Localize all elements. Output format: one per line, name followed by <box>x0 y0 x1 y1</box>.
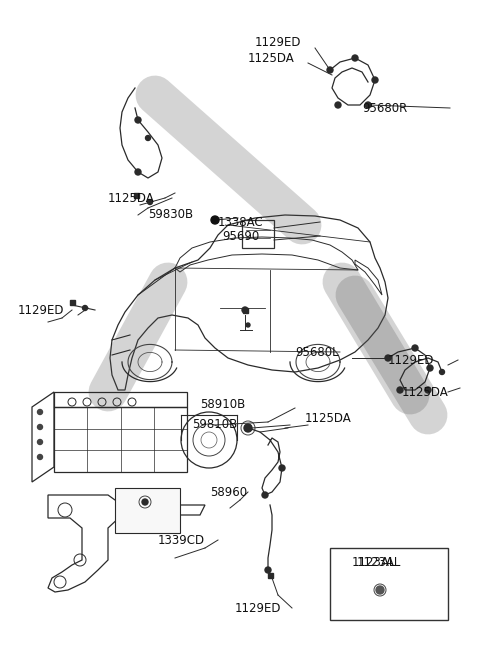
Circle shape <box>142 499 148 505</box>
Bar <box>242 220 274 248</box>
Circle shape <box>335 102 341 108</box>
Text: 59830B: 59830B <box>148 208 193 221</box>
Circle shape <box>37 455 43 460</box>
Text: 1125DA: 1125DA <box>305 411 352 424</box>
Text: 1129ED: 1129ED <box>18 303 64 316</box>
Circle shape <box>244 424 252 432</box>
Circle shape <box>385 355 391 361</box>
Text: 59810B: 59810B <box>192 419 237 432</box>
Text: 1125DA: 1125DA <box>108 191 155 204</box>
Circle shape <box>427 365 433 371</box>
Circle shape <box>365 102 371 108</box>
Bar <box>70 299 74 305</box>
Circle shape <box>245 425 251 431</box>
Circle shape <box>327 67 333 73</box>
Circle shape <box>147 200 153 204</box>
Text: 95680R: 95680R <box>362 102 407 115</box>
Circle shape <box>425 387 431 393</box>
Bar <box>242 307 248 312</box>
Circle shape <box>37 440 43 445</box>
Text: 58910B: 58910B <box>200 398 245 411</box>
Circle shape <box>37 424 43 430</box>
Text: 1123AL: 1123AL <box>352 555 396 569</box>
Circle shape <box>37 409 43 415</box>
Circle shape <box>412 345 418 351</box>
Bar <box>330 548 448 620</box>
Text: 1338AC: 1338AC <box>218 215 264 229</box>
Text: 1123AL: 1123AL <box>357 555 401 569</box>
Text: 1129ED: 1129ED <box>388 354 434 367</box>
Text: 1129ED: 1129ED <box>255 35 301 48</box>
Circle shape <box>145 136 151 141</box>
Circle shape <box>372 77 378 83</box>
Circle shape <box>376 586 384 594</box>
Text: 95680L: 95680L <box>295 345 338 358</box>
Circle shape <box>135 169 141 175</box>
Bar <box>133 193 139 198</box>
Bar <box>115 488 180 533</box>
Circle shape <box>135 117 141 123</box>
Circle shape <box>352 55 358 61</box>
Text: 1125DA: 1125DA <box>402 386 449 398</box>
Text: 58960: 58960 <box>210 485 247 498</box>
Text: 95690: 95690 <box>222 229 259 242</box>
Bar <box>267 572 273 578</box>
Text: 1125DA: 1125DA <box>248 52 295 64</box>
Circle shape <box>246 323 250 327</box>
Text: 1129ED: 1129ED <box>235 601 281 614</box>
Circle shape <box>211 216 219 224</box>
Circle shape <box>279 465 285 471</box>
Text: 1339CD: 1339CD <box>158 534 205 546</box>
Circle shape <box>397 387 403 393</box>
Circle shape <box>83 305 87 310</box>
Circle shape <box>242 307 248 313</box>
Circle shape <box>265 567 271 573</box>
Circle shape <box>262 492 268 498</box>
Circle shape <box>440 369 444 375</box>
